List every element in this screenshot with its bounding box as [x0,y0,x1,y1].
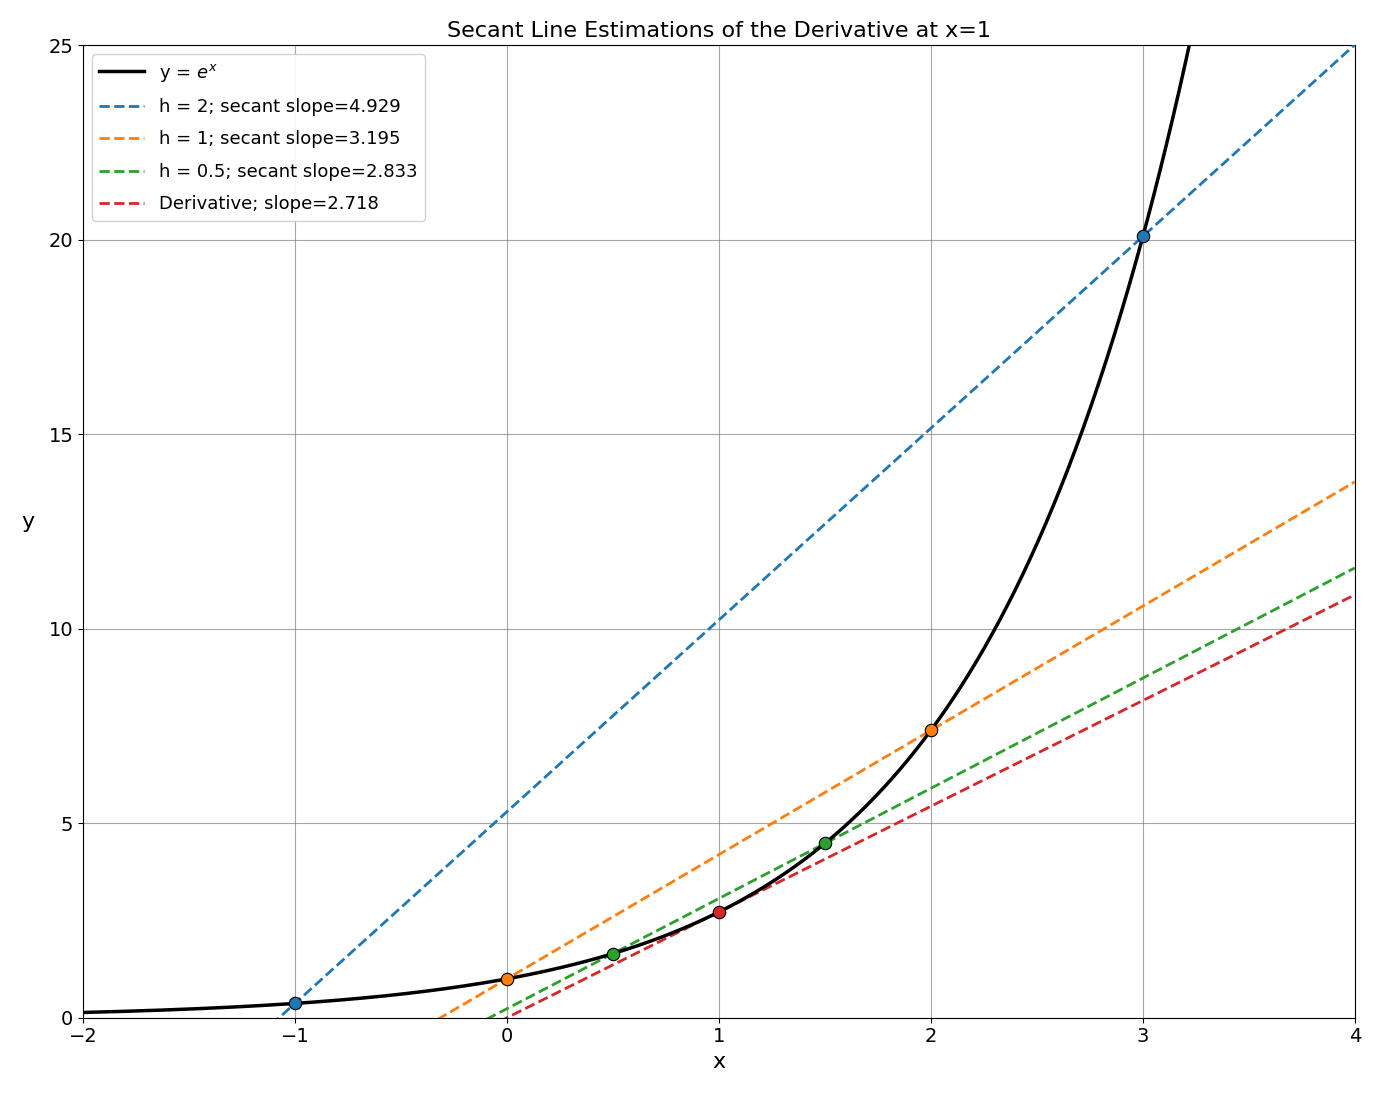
Line: Derivative; slope=2.718: Derivative; slope=2.718 [83,595,1354,1093]
h = 0.5; secant slope=2.833 [763,865,779,878]
Derivative; slope=2.718 [1346,588,1363,601]
Point [496,971,518,988]
Point [1132,227,1154,245]
h = 0.5; secant slope=2.833 [1316,577,1332,590]
h = 2; secant slope=4.929 [679,643,695,656]
Y-axis label: y: y [21,512,35,531]
h = 0.5; secant slope=2.833 [832,828,849,842]
h = 0.5; secant slope=2.833 [679,908,695,921]
h = 2; secant slope=4.929 [1117,246,1133,259]
Line: h = 1; secant slope=3.195: h = 1; secant slope=3.195 [83,482,1354,1093]
y = $e^x$ [634,937,651,950]
h = 1; secant slope=3.195 [1316,493,1332,506]
Derivative; slope=2.718 [832,845,849,858]
h = 2; secant slope=4.929 [763,566,779,579]
h = 1; secant slope=3.195 [687,862,703,875]
Line: y = $e^x$: y = $e^x$ [83,0,1354,1012]
Derivative; slope=2.718 [1117,703,1133,716]
h = 2; secant slope=4.929 [687,635,703,648]
X-axis label: x: x [712,1051,726,1072]
h = 0.5; secant slope=2.833 [687,905,703,918]
h = 0.5; secant slope=2.833 [1346,562,1363,575]
Derivative; slope=2.718 [1316,603,1332,616]
Line: h = 2; secant slope=4.929: h = 2; secant slope=4.929 [83,45,1354,1093]
h = 1; secant slope=3.195 [1346,475,1363,489]
h = 1; secant slope=3.195 [679,867,695,880]
y = $e^x$ [1089,380,1106,393]
Line: h = 0.5; secant slope=2.833: h = 0.5; secant slope=2.833 [83,568,1354,1093]
Derivative; slope=2.718 [763,880,779,893]
h = 0.5; secant slope=2.833 [1117,681,1133,694]
y = $e^x$ [1067,445,1083,458]
Point [920,721,943,739]
Point [603,944,625,962]
Legend: y = $e^x$, h = 2; secant slope=4.929, h = 1; secant slope=3.195, h = 0.5; secant: y = $e^x$, h = 2; secant slope=4.929, h … [93,55,424,221]
y = $e^x$ [589,952,605,965]
h = 1; secant slope=3.195 [832,777,849,790]
Point [708,903,730,920]
h = 1; secant slope=3.195 [763,818,779,831]
Point [283,995,305,1012]
Title: Secant Line Estimations of the Derivative at x=1: Secant Line Estimations of the Derivativ… [446,21,991,42]
h = 2; secant slope=4.929 [1346,38,1363,51]
y = $e^x$ [205,1001,221,1014]
h = 1; secant slope=3.195 [1117,610,1133,623]
y = $e^x$ [75,1006,91,1019]
Derivative; slope=2.718 [687,917,703,930]
Derivative; slope=2.718 [679,921,695,935]
Point [814,835,836,853]
h = 2; secant slope=4.929 [1316,66,1332,79]
y = $e^x$ [948,687,965,701]
h = 2; secant slope=4.929 [832,504,849,517]
